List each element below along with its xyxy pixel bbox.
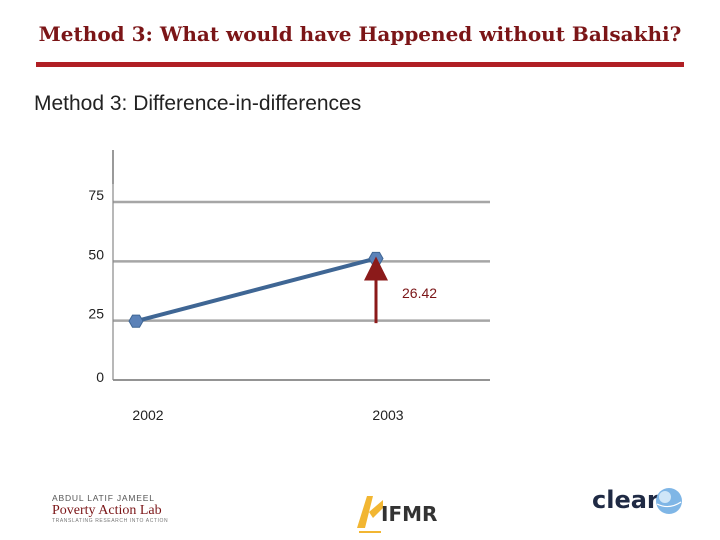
y-tick-label: 75 <box>88 187 104 203</box>
title-divider <box>36 62 684 67</box>
series-line <box>135 256 377 324</box>
ifmr-logo: IFMR <box>355 488 455 534</box>
slide-subtitle: Method 3: Difference-in-differences <box>34 92 362 115</box>
jpal-logo-top: ABDUL LATIF JAMEEL <box>52 493 155 503</box>
clear-logo-text: clear <box>592 486 659 514</box>
y-tick-label: 50 <box>88 246 104 262</box>
globe-icon <box>656 488 682 514</box>
ifmr-logo-text: IFMR <box>381 502 438 526</box>
y-tick-label: 0 <box>96 369 104 385</box>
jpal-logo: ABDUL LATIF JAMEEL Poverty Action Lab TR… <box>52 493 182 524</box>
ifmr-emblem-icon <box>357 496 383 533</box>
x-tick-label: 2003 <box>372 407 403 423</box>
clear-logo: clear <box>590 486 690 536</box>
data-point <box>368 251 384 265</box>
jpal-logo-main: Poverty Action Lab <box>52 503 162 518</box>
slide-title: Method 3: What would have Happened witho… <box>38 22 682 46</box>
difference-label: 26.42 <box>402 285 437 301</box>
data-point <box>128 314 144 328</box>
y-tick-label: 25 <box>88 306 104 322</box>
x-tick-label: 2002 <box>132 407 163 423</box>
jpal-logo-bottom: TRANSLATING RESEARCH INTO ACTION <box>52 518 169 524</box>
did-line-chart: 26.42 0 25 50 75 2002 2003 <box>88 150 490 423</box>
